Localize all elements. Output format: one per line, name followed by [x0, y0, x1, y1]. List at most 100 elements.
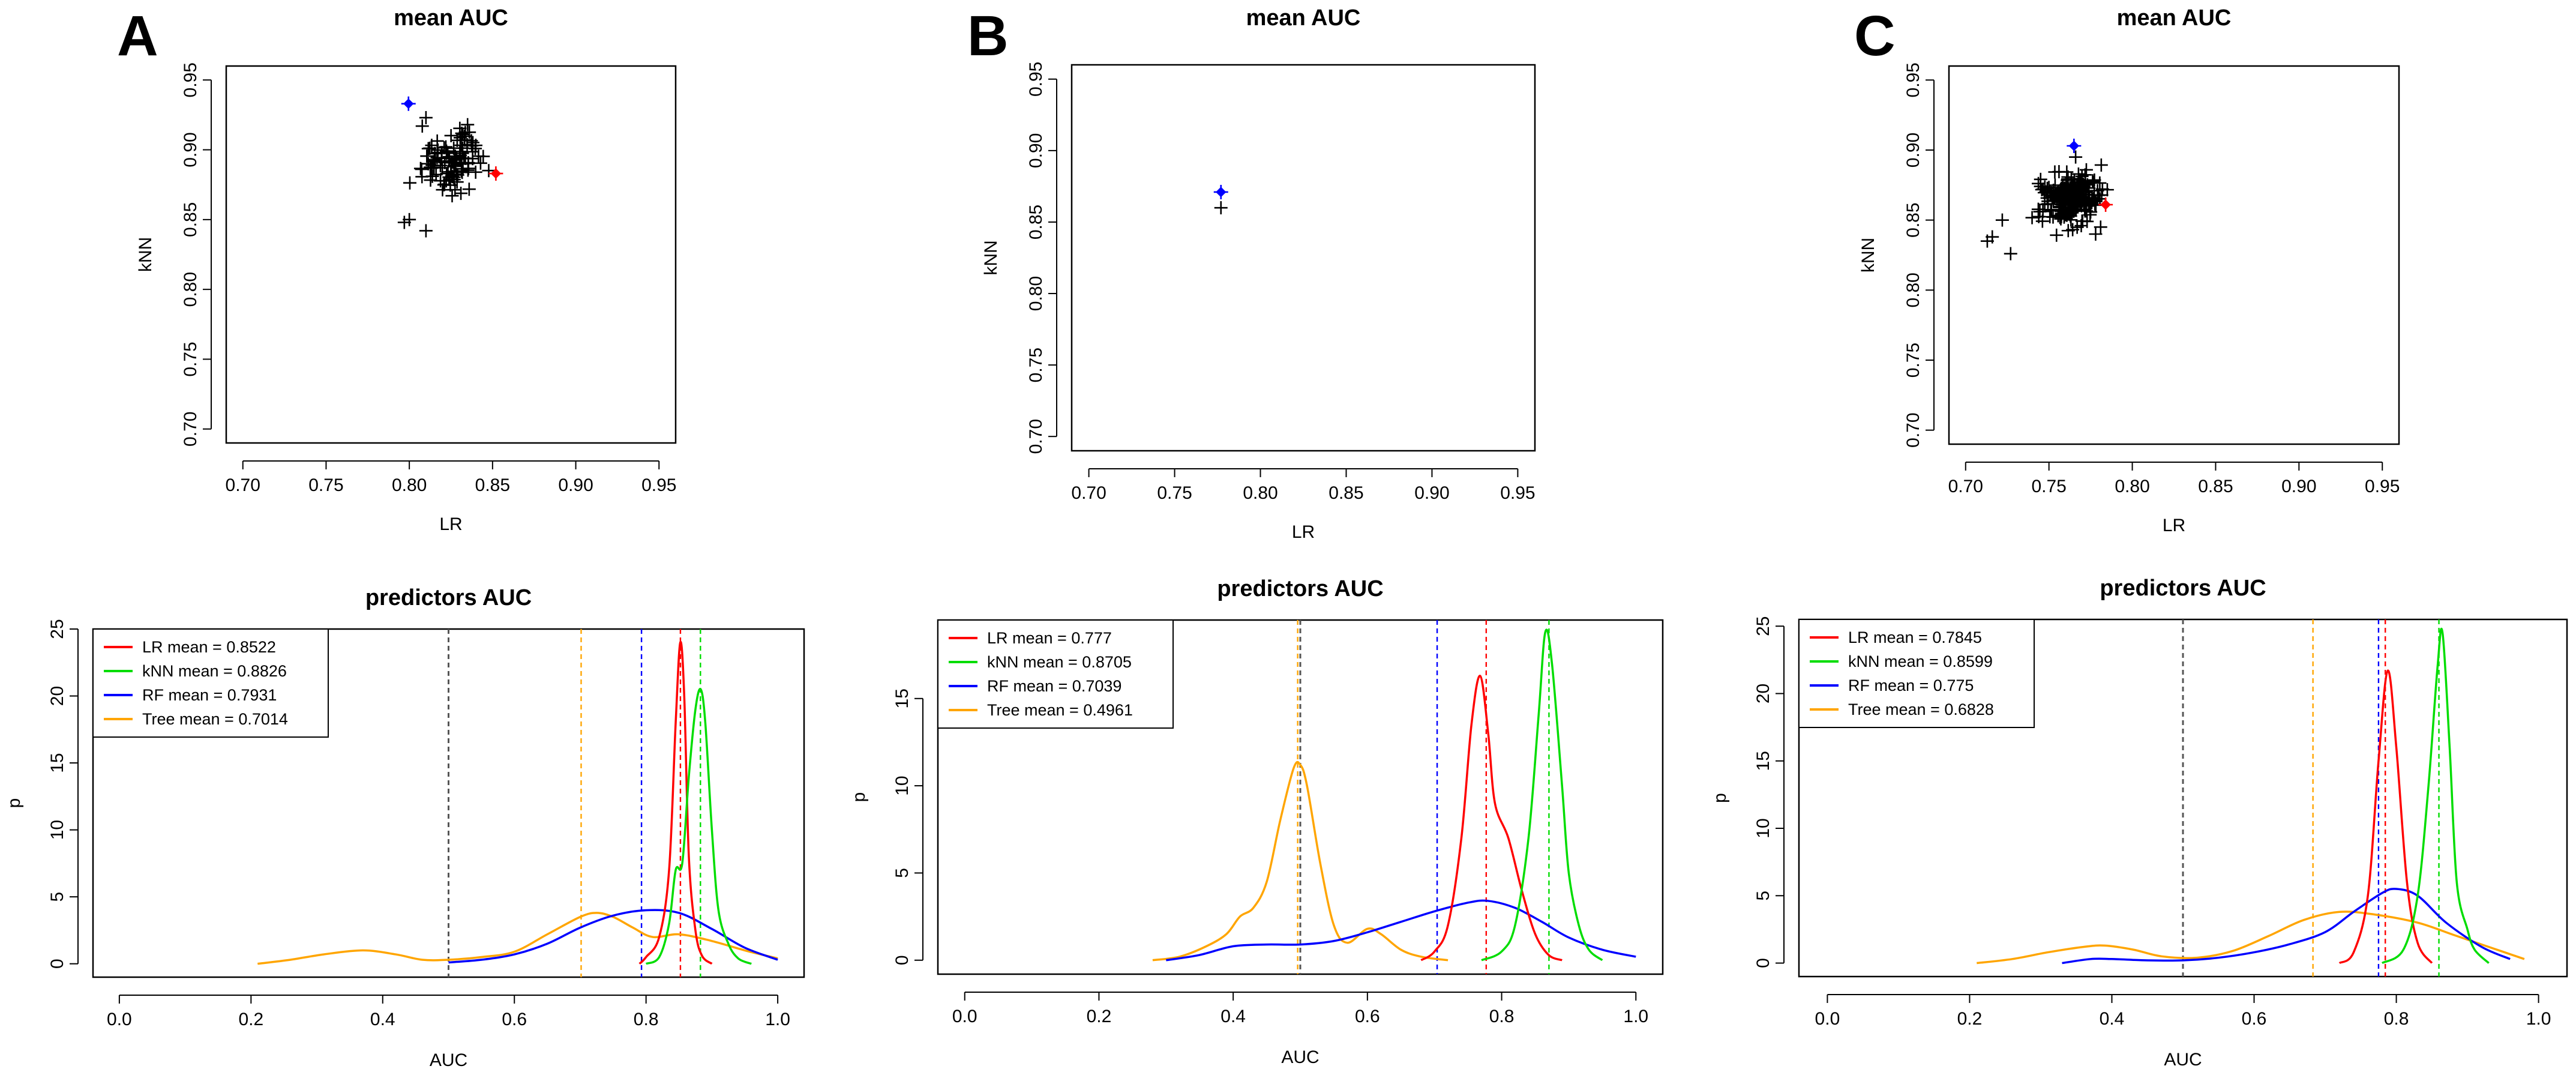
y-tick-label: 0.80 — [181, 272, 200, 307]
data-point — [2095, 188, 2109, 202]
data-point — [462, 182, 476, 196]
x-tick-label: 1.0 — [2526, 1009, 2551, 1029]
density-curve-knn — [645, 688, 752, 965]
x-axis-label: AUC — [2164, 1050, 2202, 1070]
density-curve-knn — [2381, 627, 2490, 965]
data-point — [433, 158, 447, 172]
y-tick-label: 20 — [47, 686, 67, 706]
x-tick-label: 0.75 — [2031, 477, 2066, 496]
data-point — [455, 166, 469, 179]
y-tick-label: 0.80 — [1026, 276, 1046, 311]
data-point — [2025, 211, 2039, 224]
x-tick-label: 0.75 — [308, 475, 343, 495]
density-curve-lr — [2338, 669, 2433, 965]
plot-frame — [1948, 65, 2400, 445]
x-tick-label: 0.80 — [392, 475, 427, 495]
data-point — [461, 118, 475, 131]
y-tick-label: 0.70 — [1026, 419, 1046, 454]
data-point — [1995, 213, 2009, 227]
data-point — [454, 187, 468, 200]
x-tick-label: 0.8 — [634, 1010, 659, 1029]
data-point — [2094, 220, 2107, 234]
y-tick-label: 0.90 — [1903, 133, 1923, 167]
x-tick-label: 0.2 — [1957, 1009, 1983, 1029]
x-tick-label: 0.8 — [2384, 1009, 2409, 1029]
scatter-chart-b: mean AUC 0.70 0.75 0.80 0.85 0.90 0.95 LR 0.70 0.… — [981, 5, 1536, 542]
data-point — [2087, 175, 2101, 189]
data-point — [2078, 168, 2092, 182]
chart-title: mean AUC — [1246, 5, 1361, 31]
data-point — [2083, 208, 2097, 221]
data-point — [2065, 200, 2079, 214]
x-tick-label: 0.0 — [952, 1007, 977, 1026]
y-tick-label: 0.70 — [1903, 412, 1923, 447]
plot-frame — [1070, 64, 1536, 452]
panel-label-a: A — [117, 4, 158, 68]
y-axis-label: p — [4, 798, 24, 808]
y-axis-label: kNN — [136, 237, 155, 272]
y-tick-label: 0.85 — [1903, 202, 1923, 237]
legend-label-lr: LR mean = 0.7845 — [1848, 628, 1982, 646]
data-point — [2032, 176, 2046, 190]
chart-title: predictors AUC — [1217, 576, 1383, 601]
data-point — [2060, 165, 2074, 179]
y-tick-label: 25 — [47, 619, 67, 639]
data-point — [440, 167, 454, 181]
legend-label-lr: LR mean = 0.777 — [987, 629, 1112, 647]
legend-label-knn: kNN mean = 0.8599 — [1848, 652, 1993, 670]
highlight-point-blue — [1216, 187, 1226, 197]
data-point — [2061, 224, 2075, 238]
density-curve-lr — [1420, 675, 1563, 962]
data-point — [2050, 228, 2064, 242]
data-point — [2004, 247, 2017, 260]
x-tick-label: 0.4 — [1220, 1007, 1246, 1026]
data-point — [2043, 185, 2057, 199]
y-axis-label: kNN — [981, 240, 1001, 275]
data-point — [2066, 186, 2080, 200]
x-tick-label: 0.4 — [370, 1010, 395, 1029]
data-point — [1986, 230, 1999, 244]
legend-label-tree: Tree mean = 0.6828 — [1848, 700, 1994, 718]
data-point — [2031, 202, 2045, 216]
data-point — [2061, 178, 2075, 192]
data-point — [2041, 197, 2055, 211]
x-tick-label: 0.70 — [1071, 483, 1106, 503]
legend-label-lr: LR mean = 0.8522 — [142, 638, 276, 656]
data-point — [2089, 227, 2103, 241]
y-tick-label: 15 — [47, 753, 67, 772]
data-point — [466, 145, 479, 158]
y-tick-label: 0.85 — [181, 202, 200, 237]
legend-label-knn: kNN mean = 0.8705 — [987, 653, 1132, 671]
x-tick-label: 0.6 — [502, 1010, 527, 1029]
density-curve-rf — [448, 909, 778, 964]
data-point — [2035, 214, 2049, 228]
x-tick-label: 0.90 — [2281, 477, 2316, 496]
data-point — [437, 178, 451, 191]
panel-label-b: B — [967, 4, 1009, 68]
y-tick-label: 0.80 — [1903, 273, 1923, 307]
legend-label-knn: kNN mean = 0.8826 — [142, 662, 287, 680]
density-curve-lr — [638, 640, 713, 965]
data-point — [2050, 192, 2064, 206]
data-point — [473, 156, 487, 170]
density-chart-b: predictors AUC 0.0 0.2 0.4 0.6 0.8 1.0 AUC 0 5 10 1… — [849, 576, 1664, 1067]
y-tick-label: 5 — [1753, 891, 1773, 901]
data-point — [476, 149, 490, 163]
highlight-point-blue — [403, 98, 414, 109]
y-tick-label: 0.95 — [1903, 62, 1923, 97]
x-tick-label: 0.0 — [107, 1010, 132, 1029]
y-tick-label: 0.75 — [181, 342, 200, 376]
data-point — [458, 130, 472, 143]
chart-title: mean AUC — [2117, 5, 2232, 31]
data-point — [419, 111, 433, 125]
x-tick-label: 0.2 — [238, 1010, 263, 1029]
y-axis-label: p — [849, 792, 869, 802]
data-point — [420, 149, 434, 163]
data-point — [469, 142, 482, 155]
data-point — [2034, 179, 2047, 193]
data-point — [2094, 158, 2108, 172]
y-axis-label: p — [1710, 793, 1730, 803]
data-point — [403, 176, 416, 190]
data-point — [2035, 182, 2049, 196]
